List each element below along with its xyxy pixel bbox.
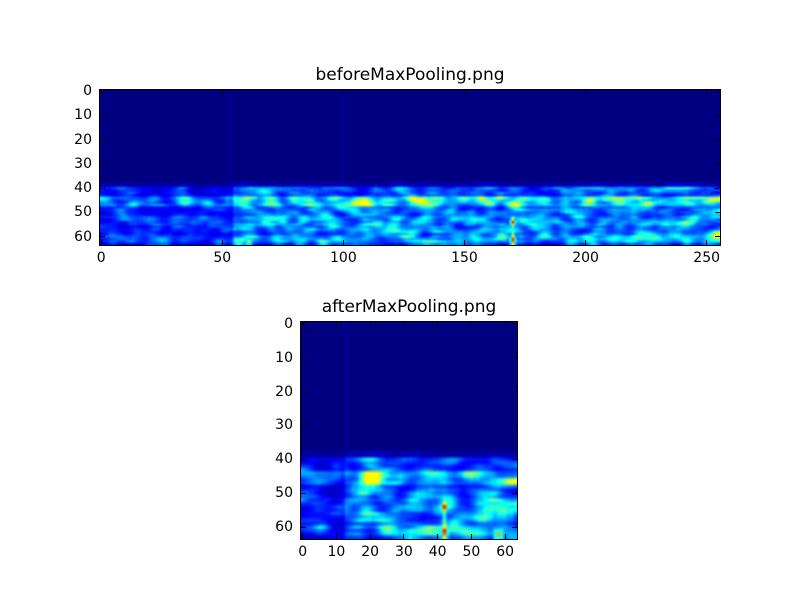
x-tick-mark-top — [470, 322, 472, 327]
x-tick-mark-top — [342, 90, 344, 95]
x-tick-label: 150 — [451, 250, 478, 266]
x-tick-mark-bottom — [302, 534, 304, 539]
y-tick-mark-left — [100, 211, 105, 213]
y-tick-label: 10 — [275, 349, 293, 366]
x-tick-label: 40 — [428, 544, 447, 560]
x-tick-mark-top — [437, 322, 439, 327]
y-tick-mark-right — [715, 211, 720, 213]
y-tick-mark-left — [301, 391, 306, 392]
y-tick-mark-right — [512, 526, 517, 528]
x-tick-label: 0 — [96, 250, 106, 266]
y-tick-mark-right — [512, 424, 517, 426]
x-tick-label: 100 — [330, 250, 357, 266]
y-tick-mark-left — [100, 90, 105, 92]
y-tick-label: 60 — [74, 228, 92, 245]
x-tick-mark-bottom — [335, 534, 337, 539]
y-tick-mark-right — [715, 139, 720, 141]
y-tick-mark-left — [301, 458, 306, 460]
x-tick-mark-top — [369, 322, 371, 327]
plot-title-before: beforeMaxPooling.png — [315, 65, 505, 86]
y-tick-label: 40 — [275, 451, 293, 468]
y-tick-mark-right — [512, 492, 517, 494]
y-tick-label: 30 — [275, 417, 293, 434]
y-tick-mark-left — [100, 163, 105, 165]
x-tick-mark-top — [706, 90, 708, 95]
plot-after-maxpooling: afterMaxPooling.png 0 10 20 30 40 50 60 0 10 20 30… — [275, 298, 518, 559]
y-tick-mark-right — [512, 323, 517, 325]
y-tick-label: 40 — [74, 180, 92, 197]
plot-before-maxpooling: beforeMaxPooling.png 0 50 100 150 200 250 0 10 2… — [74, 66, 721, 265]
y-tick-label: 30 — [74, 155, 92, 172]
y-tick-label: 20 — [74, 131, 92, 148]
x-tick-mark-top — [221, 90, 223, 95]
x-tick-mark-bottom — [585, 240, 587, 245]
x-tick-mark-top — [403, 322, 405, 327]
x-tick-mark-top — [302, 322, 304, 327]
y-tick-mark-right — [715, 90, 720, 92]
x-tick-mark-bottom — [470, 534, 472, 539]
x-tick-label: 60 — [496, 544, 515, 560]
y-tick-mark-left — [301, 424, 306, 426]
y-tick-mark-right — [715, 114, 720, 116]
plot-title-after: afterMaxPooling.png — [321, 297, 497, 318]
x-tick-label: 200 — [572, 250, 599, 266]
y-tick-label: 50 — [74, 204, 92, 221]
x-tick-label: 50 — [213, 250, 232, 266]
y-tick-label: 10 — [74, 107, 92, 124]
heatmap-image-after — [301, 322, 517, 539]
x-tick-mark-bottom — [706, 240, 708, 245]
x-tick-mark-top — [504, 322, 506, 327]
y-tick-mark-left — [301, 492, 306, 494]
x-tick-mark-top — [463, 90, 465, 95]
x-tick-label: 10 — [327, 544, 346, 560]
y-tick-mark-left — [301, 526, 306, 528]
y-tick-mark-left — [100, 187, 105, 189]
x-tick-label: 50 — [462, 544, 481, 560]
y-tick-mark-right — [715, 163, 720, 165]
y-tick-label: 0 — [284, 315, 293, 332]
y-tick-label: 60 — [275, 519, 293, 536]
y-tick-label: 0 — [83, 83, 92, 100]
x-tick-mark-bottom — [369, 534, 371, 539]
x-tick-mark-bottom — [504, 534, 506, 539]
y-tick-label: 50 — [275, 485, 293, 502]
x-tick-mark-top — [335, 322, 337, 327]
x-tick-mark-bottom — [463, 240, 465, 245]
y-tick-mark-right — [715, 236, 720, 238]
x-tick-label: 250 — [693, 250, 721, 266]
x-tick-mark-bottom — [100, 240, 102, 245]
x-tick-label: 30 — [395, 544, 413, 560]
y-tick-mark-left — [100, 236, 105, 238]
heatmap-image-before — [100, 90, 720, 245]
y-tick-label: 20 — [275, 383, 293, 400]
x-tick-mark-top — [585, 90, 587, 95]
x-tick-mark-bottom — [342, 240, 344, 245]
y-tick-mark-left — [301, 357, 306, 359]
y-tick-mark-right — [715, 187, 720, 189]
y-tick-mark-left — [301, 323, 306, 325]
x-tick-mark-bottom — [437, 534, 439, 539]
x-tick-mark-bottom — [403, 534, 405, 539]
y-tick-mark-right — [512, 357, 517, 359]
x-tick-label: 20 — [361, 544, 380, 560]
y-tick-mark-right — [512, 391, 517, 392]
y-tick-mark-left — [100, 139, 105, 141]
y-tick-mark-right — [512, 458, 517, 460]
y-tick-mark-left — [100, 114, 105, 116]
x-tick-mark-top — [100, 90, 102, 95]
x-tick-mark-bottom — [221, 240, 223, 245]
x-tick-label: 0 — [298, 544, 308, 560]
